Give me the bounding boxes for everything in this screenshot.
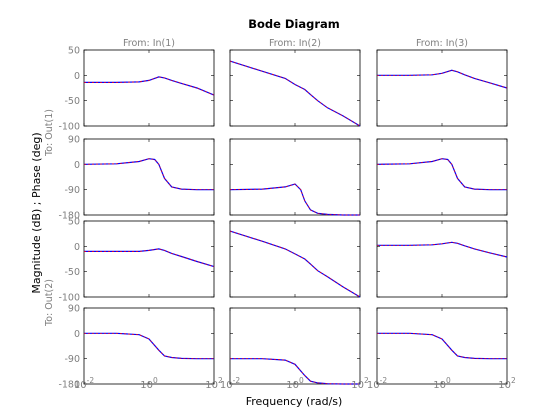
panel-r2-c2 (229, 138, 361, 216)
y-tick-label: -90 (64, 185, 80, 196)
panel-r1-c1: 50 0 -50 -100 (58, 46, 215, 133)
x-tick-label: 100 (140, 376, 158, 391)
y-tick-label: -100 (58, 122, 80, 133)
series-line-blue (377, 69, 508, 89)
x-tick-label: 100 (286, 376, 304, 391)
panel-frame (229, 138, 361, 216)
y-tick-label: 0 (74, 242, 80, 253)
panel-r3-c3 (376, 220, 508, 298)
y-tick-label: 90 (68, 304, 80, 315)
y-tick-label: -100 (58, 293, 80, 304)
panel-frame (376, 49, 508, 127)
series-line-red (84, 248, 215, 267)
row-group-label-1: To: Out(1) (44, 109, 55, 157)
y-tick-label: 0 (74, 160, 80, 171)
column-header-1: From: In(1) (123, 38, 175, 49)
panel-frame (376, 307, 508, 385)
y-tick-label: 0 (74, 329, 80, 340)
panel-r3-c1: 50 0 -50 -100 (58, 217, 215, 304)
panel-r2-c3 (376, 138, 508, 216)
row-group-label-2: To: Out(2) (44, 279, 55, 327)
series-line-red (377, 241, 508, 258)
chart-title: Bode Diagram (248, 17, 340, 31)
series-line-red (83, 158, 214, 191)
y-tick-label: -50 (64, 267, 80, 278)
x-tick-label: 10-2 (220, 376, 240, 391)
x-tick-label: 102 (351, 376, 369, 391)
x-tick-label: 10-2 (74, 376, 94, 391)
panel-r4-c3 (376, 307, 508, 385)
panel-frame (83, 49, 215, 127)
panel-r2-c1: 90 0 -90 -180 (58, 135, 215, 222)
y-tick-label: 0 (74, 71, 80, 82)
panel-r1-c2 (229, 49, 361, 127)
y-tick-label: -180 (58, 211, 80, 222)
panel-frame (83, 307, 215, 385)
y-tick-label: 90 (68, 135, 80, 146)
panel-frame (229, 307, 361, 385)
panel-frame (376, 138, 508, 216)
y-tick-label: -180 (58, 380, 80, 391)
column-header-2: From: In(2) (269, 38, 321, 49)
panel-r3-c2 (229, 220, 361, 298)
x-tick-label: 102 (205, 376, 223, 391)
column-header-3: From: In(3) (416, 38, 468, 49)
x-axis-label: Frequency (rad/s) (246, 395, 343, 408)
series-line-red (84, 332, 214, 360)
panel-r4-c2 (229, 307, 361, 385)
series-line-blue (229, 230, 361, 298)
subplot-grid: From: In(1) From: In(2) From: In(3) To: Out… (44, 38, 516, 391)
y-tick-label: -90 (64, 354, 80, 365)
y-tick-label: 50 (68, 46, 80, 57)
series-line-red (377, 332, 507, 360)
panel-r4-c1: 90 0 -90 -180 (58, 304, 215, 391)
y-tick-label: -50 (64, 96, 80, 107)
y-tick-label: 50 (68, 217, 80, 228)
panel-frame (83, 220, 215, 298)
panel-frame (83, 138, 215, 216)
series-line-red (229, 60, 361, 127)
series-line-blue (84, 76, 215, 96)
x-tick-label: 102 (498, 376, 516, 391)
panel-frame (376, 220, 508, 298)
panel-r1-c3 (376, 49, 508, 127)
series-line-red (376, 158, 507, 191)
x-tick-label: 10-2 (367, 376, 387, 391)
x-tick-label: 100 (433, 376, 451, 391)
y-axis-label: Magnitude (dB) ; Phase (deg) (30, 132, 43, 293)
series-line-red (230, 358, 360, 385)
series-line-red (229, 183, 360, 216)
